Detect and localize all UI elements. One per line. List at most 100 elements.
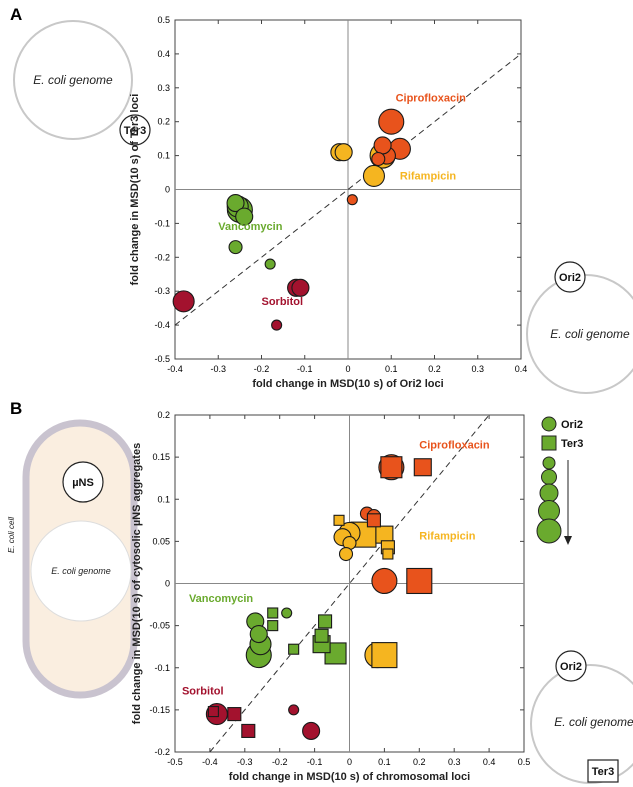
y-tick-label: -0.15 <box>149 705 170 715</box>
legend-size-3 <box>539 483 559 503</box>
y-tick-label: 0.05 <box>152 536 170 546</box>
data-point-square-ciprofloxacin <box>406 567 433 595</box>
y-tick-label: 0.1 <box>157 151 170 161</box>
data-point-sorbitol <box>271 319 283 331</box>
data-point-ciprofloxacin <box>373 136 392 155</box>
y-tick-label: 0.5 <box>157 15 170 25</box>
data-point-vancomycin <box>228 240 243 255</box>
data-point-square-sorbitol <box>227 707 242 722</box>
x-tick-label: -0.4 <box>202 757 218 767</box>
y-tick-label: -0.2 <box>154 747 170 757</box>
x-tick-label: 0.2 <box>413 757 426 767</box>
uns-aggregate-circle <box>62 461 104 503</box>
data-point-vancomycin <box>226 194 245 213</box>
genome-label-right: E. coli genome <box>550 327 630 341</box>
legend-ter3-label: Ter3 <box>561 438 583 450</box>
x-tick-label: -0.4 <box>167 364 183 374</box>
nucleoid-circle <box>30 520 132 622</box>
data-point-square-vancomycin <box>288 643 300 655</box>
ter3-locus-label-b: Ter3 <box>592 766 614 778</box>
panel-b-label: B <box>10 399 22 418</box>
x-tick-label: 0.4 <box>483 757 496 767</box>
x-tick-label: -0.3 <box>210 364 226 374</box>
y-tick-label: -0.1 <box>154 218 170 228</box>
data-point-sorbitol <box>302 721 321 740</box>
legend-size-arrow-head <box>564 536 572 545</box>
x-tick-label: -0.1 <box>307 757 323 767</box>
data-point-ciprofloxacin <box>371 567 398 595</box>
y-tick-label: -0.05 <box>149 621 170 631</box>
annotation-ciprofloxacin: Ciprofloxacin <box>396 92 467 104</box>
x-tick-label: 0 <box>345 364 350 374</box>
y-tick-label: -0.3 <box>154 286 170 296</box>
genome-label: E. coli genome <box>33 73 113 87</box>
x-tick-label: -0.2 <box>254 364 270 374</box>
panel-a-label: A <box>10 5 22 24</box>
y-axis-label: fold change in MSD(10 s) of Ter3 loci <box>129 94 141 286</box>
data-point-rifampicin <box>334 143 353 162</box>
x-tick-label: 0.3 <box>448 757 461 767</box>
x-axis-label: fold change in MSD(10 s) of chromosomal … <box>229 771 470 783</box>
legend-ter3-marker <box>541 435 557 451</box>
y-tick-label: 0.3 <box>157 83 170 93</box>
ori2-locus-circle <box>554 261 586 293</box>
y-tick-label: -0.1 <box>154 663 170 673</box>
panel-b-plot: -0.5 -0.4 -0.3 -0.2 -0.1 0 0.1 0.2 0.3 0.4 0.5 -0.2… <box>131 410 530 783</box>
genome-circle <box>13 20 133 140</box>
data-point-rifampicin <box>362 164 386 187</box>
uns-label: µNS <box>72 477 94 489</box>
legend-ori2-marker <box>541 416 557 432</box>
data-point-square-rifampicin <box>382 548 394 560</box>
legend-size-1 <box>542 456 556 470</box>
data-point-square-vancomycin <box>267 620 279 632</box>
x-tick-label: 0.1 <box>385 364 398 374</box>
ter3-locus-circle <box>119 114 151 146</box>
y-tick-label: 0.4 <box>157 49 170 59</box>
ori2-locus-label-b: Ori2 <box>560 661 582 673</box>
legend: Ori2 Ter3 <box>536 416 583 545</box>
cell-schematic: µNS E. coli genome E. coli cell <box>7 419 138 699</box>
genome-circle-right <box>526 274 633 394</box>
annotation-ciprofloxacin: Ciprofloxacin <box>419 440 490 452</box>
data-point-square-ciprofloxacin <box>380 456 403 479</box>
data-point-vancomycin <box>235 207 254 226</box>
y-tick-label: 0.1 <box>157 494 170 504</box>
x-tick-label: -0.5 <box>167 757 183 767</box>
ter3-locus-box-b <box>587 759 619 783</box>
y-tick-label: 0 <box>165 185 170 195</box>
annotation-sorbitol: Sorbitol <box>262 296 304 308</box>
panel-b-right-genome-schematic: E. coli genome Ori2 Ter3 <box>530 650 633 784</box>
x-tick-label: 0.2 <box>428 364 441 374</box>
annotation-rifampicin: Rifampicin <box>400 170 457 182</box>
x-tick-label: 0 <box>347 757 352 767</box>
x-tick-label: 0.5 <box>518 757 531 767</box>
y-tick-label: 0.15 <box>152 452 170 462</box>
panel-a-right-genome-schematic: E. coli genome Ori2 <box>526 261 633 394</box>
nucleoid-label: E. coli genome <box>51 566 111 576</box>
data-point-square-sorbitol <box>241 723 256 738</box>
y-tick-label: -0.2 <box>154 252 170 262</box>
cell-label: E. coli cell <box>7 517 16 553</box>
legend-size-2 <box>541 469 557 485</box>
legend-size-5 <box>536 518 562 544</box>
data-point-square-rifampicin <box>371 642 398 669</box>
x-tick-label: -0.1 <box>297 364 313 374</box>
y-tick-label: -0.5 <box>154 354 170 364</box>
x-tick-label: 0.1 <box>378 757 391 767</box>
data-point-vancomycin <box>281 607 293 619</box>
x-tick-label: 0.4 <box>515 364 528 374</box>
y-tick-label: -0.4 <box>154 320 170 330</box>
data-point-square-vancomycin <box>318 614 333 629</box>
diagonal-reference-line <box>174 53 522 326</box>
ter3-locus-label: Ter3 <box>124 125 146 137</box>
annotation-vancomycin: Vancomycin <box>218 221 282 233</box>
x-tick-label: -0.3 <box>237 757 253 767</box>
data-point-square-ciprofloxacin <box>366 513 381 528</box>
legend-size-4 <box>538 500 560 522</box>
y-axis-label: fold change in MSD(10 s) of cytosolic µN… <box>131 443 143 724</box>
data-point-vancomycin <box>249 624 268 644</box>
x-tick-label: -0.2 <box>272 757 288 767</box>
data-point-sorbitol <box>172 290 195 313</box>
data-point-ciprofloxacin <box>378 108 405 135</box>
